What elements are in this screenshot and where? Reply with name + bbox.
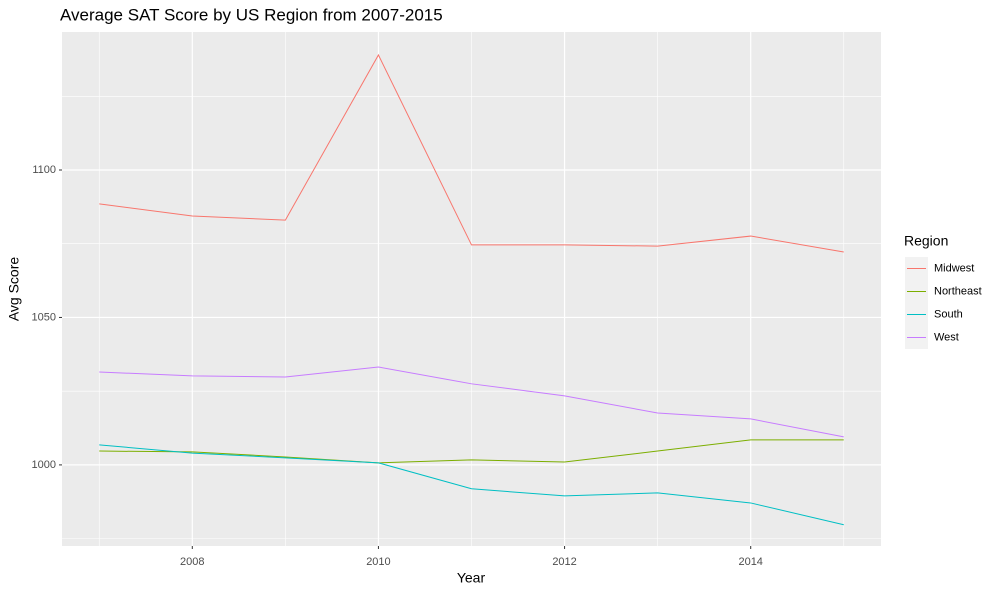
legend-label: Northeast (934, 285, 982, 297)
y-tick-label: 1100 (32, 164, 56, 176)
chart-title: Average SAT Score by US Region from 2007… (60, 5, 443, 24)
x-tick-label: 2010 (366, 556, 390, 568)
legend-label: Midwest (934, 262, 974, 274)
y-tick-label: 1000 (32, 459, 56, 471)
series-line (99, 444, 844, 526)
legend-label: South (934, 308, 963, 320)
x-tick-label: 2014 (738, 556, 762, 568)
y-axis-label: Avg Score (6, 257, 22, 322)
x-tick-label: 2012 (552, 556, 576, 568)
series-line (99, 366, 844, 438)
x-tick-label: 2008 (180, 556, 204, 568)
series-line (99, 53, 844, 253)
x-axis-label: Year (457, 570, 486, 586)
legend-title: Region (904, 233, 948, 249)
legend-label: West (934, 331, 959, 343)
y-tick-label: 1050 (32, 311, 56, 323)
series-line (99, 439, 844, 464)
